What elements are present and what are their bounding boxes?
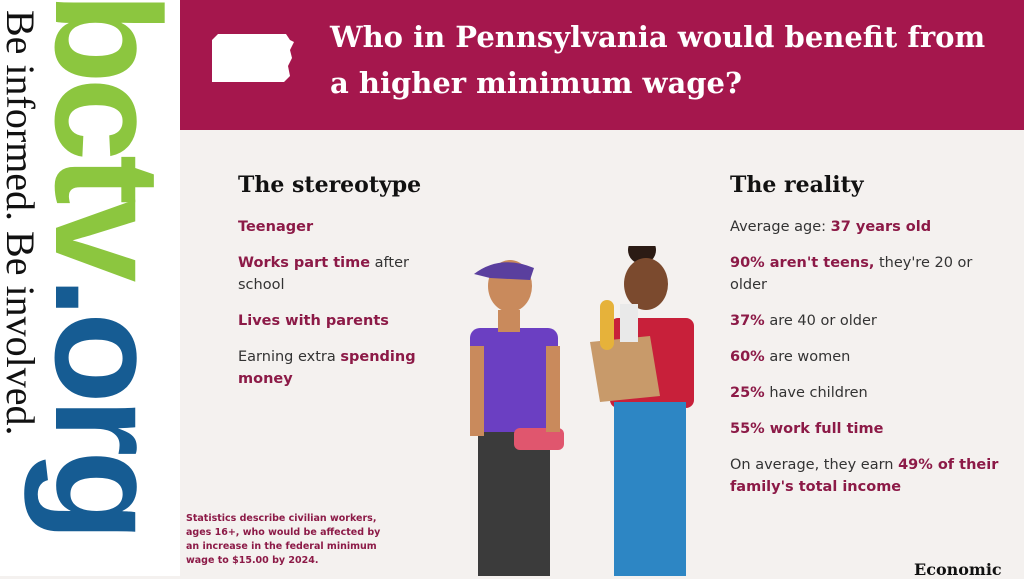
brand-name: bctv [24, 0, 180, 277]
fact: Teenager [238, 216, 458, 238]
fact: 60% are women [730, 346, 1000, 368]
fact-text: Earning extra [238, 349, 336, 365]
fact-text: after school [238, 255, 409, 293]
illustration [470, 246, 694, 576]
tagline: Be informed. Be involved. [0, 10, 43, 436]
footnote: Statistics describe civilian workers, ag… [186, 513, 381, 566]
fact-text: 25% [730, 385, 765, 401]
logo: Be informed. Be involved. bctv.org [0, 0, 180, 576]
fact: 37% are 40 or older [730, 310, 1000, 332]
stereotype-column: The stereotype Teenager Works part time a… [238, 172, 458, 404]
fact: Works part time after school [238, 252, 458, 296]
banner: Who in Pennsylvania would benefit from a… [180, 0, 1024, 130]
fact: Earning extra spending money [238, 346, 458, 390]
fact-text: Teenager [238, 219, 314, 235]
pa-icon [212, 34, 294, 82]
fact-text: are 40 or older [769, 313, 877, 329]
fact-text: Average age: [730, 219, 827, 235]
fact-text: 60% [730, 349, 765, 365]
title: Who in Pennsylvania would benefit from a… [330, 20, 986, 100]
fact-text: 37% [730, 313, 765, 329]
fact: Lives with parents [238, 310, 458, 332]
fact-text: 49% of their family's total income [730, 457, 999, 495]
fact-text: Lives with parents [238, 313, 389, 329]
fact: Average age: 37 years old [730, 216, 1000, 238]
fact-text: 90% aren't teens, [730, 255, 875, 271]
fact-text: are women [769, 349, 851, 365]
fact-text: On average, they earn [730, 457, 894, 473]
reality-column: The reality Average age: 37 years old 90%… [730, 172, 1000, 512]
heading: The stereotype [238, 172, 422, 198]
fact-text: spending money [238, 349, 416, 387]
brand-domain: .org [24, 276, 180, 536]
fact-text: they're 20 or older [730, 255, 973, 293]
fact: 90% aren't teens, they're 20 or older [730, 252, 1000, 296]
fact-text: 55% work full time [730, 421, 884, 437]
fact: 25% have children [730, 382, 1000, 404]
fact-text: have children [769, 385, 868, 401]
fact-text: Works part time [238, 255, 371, 271]
fact-text: 37 years old [830, 219, 932, 235]
fact: On average, they earn 49% of their famil… [730, 454, 1000, 498]
brand: bctv.org [24, 0, 180, 536]
heading: The reality [730, 172, 864, 198]
source: Economic [914, 560, 1002, 579]
fact: 55% work full time [730, 418, 1000, 440]
